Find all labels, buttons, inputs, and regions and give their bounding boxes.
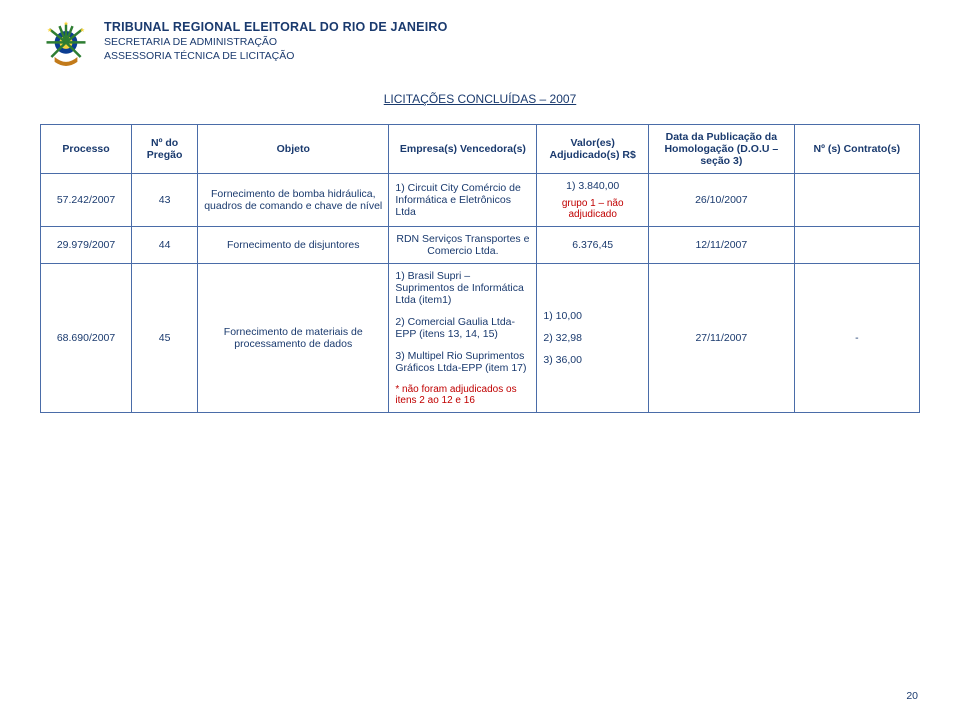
valor-line: 1) 3.840,00 [543, 180, 642, 192]
cell-objeto: Fornecimento de materiais de processamen… [198, 264, 389, 413]
valor-3: 3) 36,00 [543, 354, 642, 366]
empresa-note: * não foram adjudicados os itens 2 ao 12… [395, 384, 530, 406]
cell-contrato [794, 174, 919, 227]
cell-empresa: 1) Circuit City Comércio de Informática … [389, 174, 537, 227]
cell-processo: 29.979/2007 [41, 227, 132, 264]
cell-valor: 1) 3.840,00 grupo 1 – não adjudicado [537, 174, 649, 227]
valor-note: grupo 1 – não adjudicado [543, 198, 642, 220]
table-header-row: Processo Nº do Pregão Objeto Empresa(s) … [41, 125, 920, 174]
col-valor: Valor(es) Adjudicado(s) R$ [537, 125, 649, 174]
cell-contrato [794, 227, 919, 264]
col-objeto: Objeto [198, 125, 389, 174]
brazil-coat-of-arms-icon [40, 18, 92, 70]
header-line-2: SECRETARIA DE ADMINISTRAÇÃO [104, 36, 448, 48]
cell-publicacao: 27/11/2007 [648, 264, 794, 413]
empresa-block-1: 1) Brasil Supri – Suprimentos de Informá… [395, 270, 530, 306]
empresa-block-3: 3) Multipel Rio Suprimentos Gráficos Ltd… [395, 350, 530, 374]
valor-2: 2) 32,98 [543, 332, 642, 344]
empresa-block-2: 2) Comercial Gaulia Ltda-EPP (itens 13, … [395, 316, 530, 340]
col-contrato: Nº (s) Contrato(s) [794, 125, 919, 174]
cell-objeto: Fornecimento de bomba hidráulica, quadro… [198, 174, 389, 227]
cell-pregao: 44 [132, 227, 198, 264]
col-empresa: Empresa(s) Vencedora(s) [389, 125, 537, 174]
table-row: 68.690/2007 45 Fornecimento de materiais… [41, 264, 920, 413]
cell-objeto: Fornecimento de disjuntores [198, 227, 389, 264]
col-pregao: Nº do Pregão [132, 125, 198, 174]
header-line-3: ASSESSORIA TÉCNICA DE LICITAÇÃO [104, 50, 448, 62]
cell-publicacao: 12/11/2007 [648, 227, 794, 264]
col-processo: Processo [41, 125, 132, 174]
cell-valor: 6.376,45 [537, 227, 649, 264]
table-row: 29.979/2007 44 Fornecimento de disjuntor… [41, 227, 920, 264]
header-text-block: TRIBUNAL REGIONAL ELEITORAL DO RIO DE JA… [104, 18, 448, 62]
header-line-1: TRIBUNAL REGIONAL ELEITORAL DO RIO DE JA… [104, 20, 448, 34]
document-title: LICITAÇÕES CONCLUÍDAS – 2007 [40, 92, 920, 106]
cell-pregao: 43 [132, 174, 198, 227]
cell-processo: 57.242/2007 [41, 174, 132, 227]
bids-table: Processo Nº do Pregão Objeto Empresa(s) … [40, 124, 920, 413]
cell-processo: 68.690/2007 [41, 264, 132, 413]
table-row: 57.242/2007 43 Fornecimento de bomba hid… [41, 174, 920, 227]
col-publicacao: Data da Publicação da Homologação (D.O.U… [648, 125, 794, 174]
page-number: 20 [906, 690, 918, 702]
valor-1: 1) 10,00 [543, 310, 642, 322]
cell-contrato: - [794, 264, 919, 413]
cell-pregao: 45 [132, 264, 198, 413]
cell-empresa: 1) Brasil Supri – Suprimentos de Informá… [389, 264, 537, 413]
cell-publicacao: 26/10/2007 [648, 174, 794, 227]
cell-empresa: RDN Serviços Transportes e Comercio Ltda… [389, 227, 537, 264]
document-header: TRIBUNAL REGIONAL ELEITORAL DO RIO DE JA… [40, 18, 920, 70]
cell-valor: 1) 10,00 2) 32,98 3) 36,00 [537, 264, 649, 413]
